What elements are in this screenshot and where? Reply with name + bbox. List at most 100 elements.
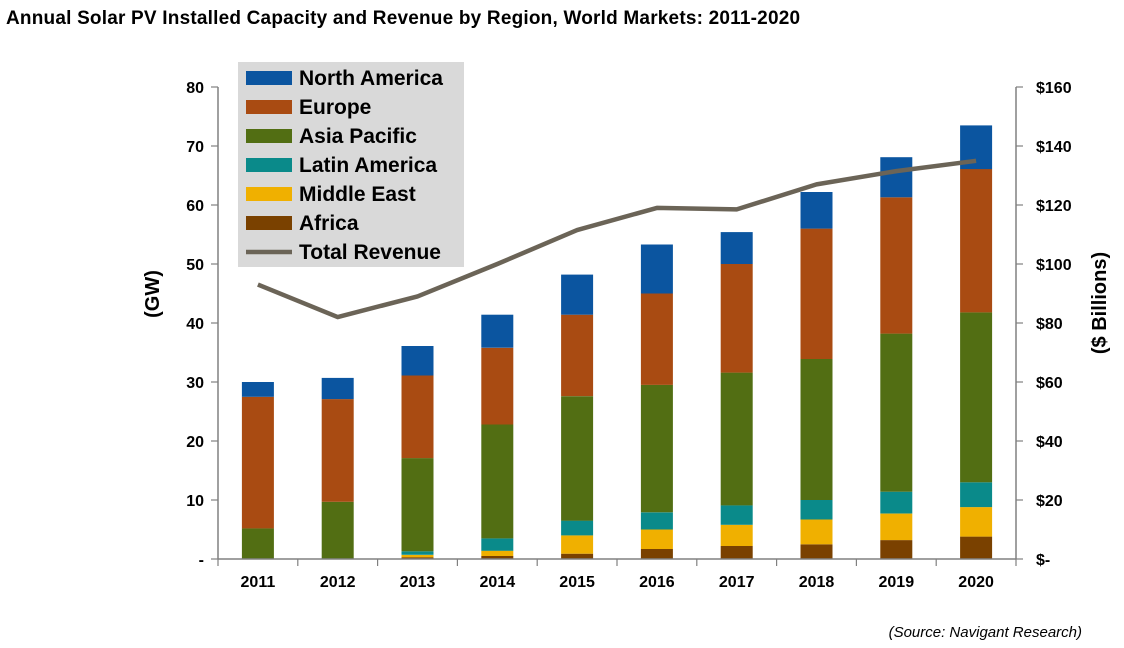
y2-tick-label: $100 [1036, 257, 1072, 274]
y2-tick-label: $120 [1036, 198, 1072, 215]
y-tick-label: 20 [186, 434, 204, 451]
legend-swatch-europe [246, 100, 292, 114]
bar-latin-america-2013 [401, 551, 434, 555]
y-tick-label: 60 [186, 198, 204, 215]
bar-latin-america-2020 [960, 482, 993, 508]
bar-asia-pacific-2012 [321, 501, 354, 559]
bar-europe-2014 [481, 347, 514, 425]
bar-middle-east-2019 [880, 513, 913, 541]
bar-latin-america-2017 [720, 505, 753, 525]
y2-tick-label: $40 [1036, 434, 1063, 451]
bar-africa-2019 [880, 540, 913, 559]
bar-north-america-2012 [321, 377, 354, 400]
y-axis-title: (GW) [142, 270, 164, 318]
x-tick-label-2015: 2015 [559, 574, 595, 591]
bar-latin-america-2014 [481, 538, 514, 551]
legend-swatch-middle-east [246, 187, 292, 201]
bar-europe-2015 [561, 314, 594, 397]
y-tick-label: 40 [186, 316, 204, 333]
bar-north-america-2016 [640, 244, 673, 294]
bar-asia-pacific-2015 [561, 396, 594, 521]
y2-tick-label: $20 [1036, 493, 1063, 510]
bar-asia-pacific-2014 [481, 424, 514, 539]
bar-europe-2012 [321, 399, 354, 502]
legend-label-total-revenue: Total Revenue [299, 241, 441, 264]
y-tick-label: 70 [186, 139, 204, 156]
bar-europe-2011 [241, 396, 274, 529]
x-tick-label-2014: 2014 [480, 574, 516, 591]
bar-middle-east-2020 [960, 507, 993, 537]
x-tick-label-2011: 2011 [241, 574, 276, 591]
bar-europe-2020 [960, 169, 993, 313]
bar-europe-2018 [800, 228, 833, 359]
legend-label-middle-east: Middle East [299, 183, 416, 206]
bar-north-america-2017 [720, 232, 753, 264]
source-note: (Source: Navigant Research) [888, 624, 1082, 641]
bar-latin-america-2015 [561, 520, 594, 536]
bar-asia-pacific-2011 [241, 528, 274, 559]
y2-tick-label: $60 [1036, 375, 1063, 392]
bar-middle-east-2018 [800, 519, 833, 545]
y-tick-label: 10 [186, 493, 204, 510]
legend-swatch-north-america [246, 71, 292, 85]
legend-label-latin-america: Latin America [299, 154, 437, 177]
y-tick-label: 50 [186, 257, 204, 274]
x-tick-label-2017: 2017 [719, 574, 755, 591]
revenue-line-layer [257, 158, 977, 320]
bar-europe-2016 [640, 293, 673, 385]
bar-latin-america-2016 [640, 512, 673, 530]
bar-africa-2017 [720, 546, 753, 559]
bar-north-america-2013 [401, 346, 434, 376]
bar-africa-2014 [481, 556, 514, 559]
x-tick-label-2016: 2016 [639, 574, 675, 591]
bar-middle-east-2017 [720, 524, 753, 546]
legend-label-africa: Africa [299, 212, 359, 235]
y-tick-label: 30 [186, 375, 204, 392]
chart-title: Annual Solar PV Installed Capacity and R… [6, 8, 801, 29]
y2-axis-title: ($ Billions) [1089, 252, 1111, 354]
bar-asia-pacific-2016 [640, 384, 673, 513]
bar-latin-america-2019 [880, 491, 913, 514]
bar-north-america-2015 [561, 274, 594, 315]
revenue-line [257, 158, 977, 320]
bar-middle-east-2015 [561, 535, 594, 554]
legend-swatch-asia-pacific [246, 129, 292, 143]
bar-middle-east-2014 [481, 550, 514, 556]
bar-north-america-2011 [241, 382, 274, 397]
bar-latin-america-2018 [800, 500, 833, 520]
axes-layer: - $- 10 $20 20 $40 30 $60 40 $80 50 $100 60 $120 70 $14… [186, 80, 1071, 591]
bar-africa-2018 [800, 544, 833, 560]
bar-north-america-2014 [481, 314, 514, 348]
bar-north-america-2019 [880, 157, 913, 198]
x-tick-label-2020: 2020 [958, 574, 994, 591]
y2-tick-label: $80 [1036, 316, 1063, 333]
legend-swatch-latin-america [246, 158, 292, 172]
bar-asia-pacific-2017 [720, 372, 753, 506]
bar-asia-pacific-2020 [960, 312, 993, 483]
legend-label-europe: Europe [299, 96, 371, 119]
bar-europe-2013 [401, 375, 434, 459]
bar-middle-east-2013 [401, 554, 434, 558]
bar-africa-2020 [960, 536, 993, 559]
legend-label-north-america: North America [299, 67, 443, 90]
bars-layer [241, 125, 993, 560]
bar-africa-2013 [401, 557, 434, 559]
bar-africa-2015 [561, 553, 594, 559]
bar-asia-pacific-2013 [401, 458, 434, 552]
bar-asia-pacific-2018 [800, 359, 833, 500]
bar-north-america-2018 [800, 192, 833, 229]
legend-swatch-africa [246, 216, 292, 230]
x-tick-label-2013: 2013 [400, 574, 436, 591]
y-tick-label: 80 [186, 80, 204, 97]
y2-tick-label: $140 [1036, 139, 1072, 156]
x-tick-label-2019: 2019 [879, 574, 915, 591]
bar-asia-pacific-2019 [880, 333, 913, 492]
bar-europe-2017 [720, 264, 753, 373]
x-tick-label-2012: 2012 [320, 574, 356, 591]
legend-label-asia-pacific: Asia Pacific [299, 125, 417, 148]
y-tick-label: - [199, 552, 204, 569]
bar-africa-2016 [640, 549, 673, 559]
legend: North America Europe Asia Pacific Latin Ame… [238, 62, 464, 267]
bar-middle-east-2016 [640, 529, 673, 549]
